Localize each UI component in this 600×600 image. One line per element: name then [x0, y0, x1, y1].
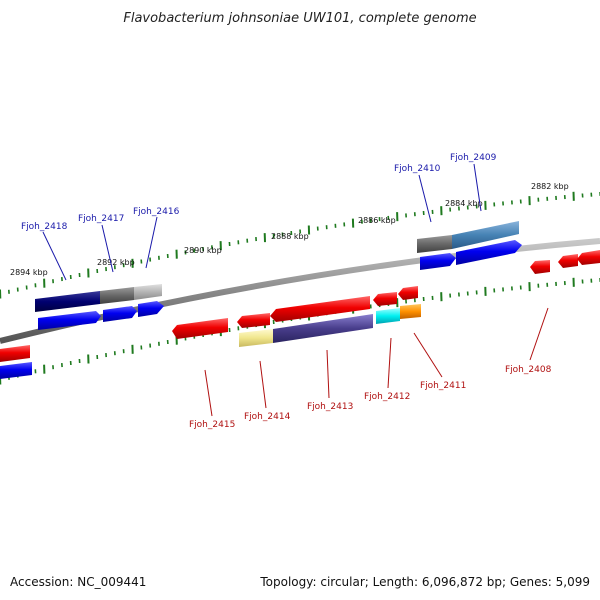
tick-label: 2894 kbp [10, 268, 48, 277]
cds-partial-left-forward[interactable] [0, 362, 32, 379]
tick-label: 2890 kbp [184, 246, 222, 255]
leader-lines-forward [42, 163, 482, 281]
gene-fjoh-2413-cog-bar[interactable] [273, 314, 373, 343]
cds-fjoh-2410[interactable] [420, 253, 456, 270]
gene-fjoh-2410-cog-bar[interactable] [417, 235, 452, 253]
gene-label-fjoh-2418[interactable]: Fjoh_2418 [21, 222, 68, 232]
genome-summary-label: Topology: circular; Length: 6,096,872 bp… [259, 575, 590, 589]
tick-label: 2888 kbp [271, 232, 309, 241]
cds-fjoh-2415[interactable] [172, 318, 228, 339]
cds-fjoh-2413[interactable] [270, 296, 370, 322]
cds-fjoh-2409[interactable] [456, 240, 522, 265]
cds-partial-right-reverse-1[interactable] [558, 254, 578, 268]
gene-fjoh-2414-cog-bar[interactable] [239, 329, 273, 347]
gene-fjoh-2409-cog-bar[interactable] [452, 221, 519, 249]
gene-label-fjoh-2411[interactable]: Fjoh_2411 [420, 381, 466, 391]
gene-label-fjoh-2408[interactable]: Fjoh_2408 [505, 365, 552, 375]
cds-fjoh-2414[interactable] [237, 313, 270, 328]
gene-label-fjoh-2413[interactable]: Fjoh_2413 [307, 402, 353, 412]
gene-label-fjoh-2415[interactable]: Fjoh_2415 [189, 420, 235, 430]
tick-label: 2892 kbp [97, 258, 135, 267]
cds-partial-left-reverse[interactable] [0, 345, 30, 362]
tick-track-outer [0, 191, 600, 299]
gene-fjoh-2417-cog-bar[interactable] [100, 287, 134, 304]
gene-label-fjoh-2414[interactable]: Fjoh_2414 [244, 412, 291, 422]
gene-label-fjoh-2412[interactable]: Fjoh_2412 [364, 392, 410, 402]
tick-label: 2882 kbp [531, 182, 569, 191]
leader-lines-reverse [204, 307, 549, 417]
cds-fjoh-2417[interactable] [103, 306, 137, 322]
cds-partial-right-reverse-2[interactable] [577, 250, 600, 265]
cds-fjoh-2418[interactable] [38, 311, 101, 330]
gene-label-fjoh-2410[interactable]: Fjoh_2410 [394, 164, 441, 174]
cds-fjoh-2408[interactable] [530, 260, 550, 274]
gene-label-fjoh-2416[interactable]: Fjoh_2416 [133, 207, 180, 217]
cds-fjoh-2412[interactable] [373, 292, 397, 306]
cds-fjoh-2411[interactable] [398, 286, 418, 300]
map-title: Flavobacterium johnsoniae UW101, complet… [123, 11, 476, 26]
gene-fjoh-2418-cog-bar[interactable] [35, 291, 100, 312]
gene-fjoh-2411-cog-bar[interactable] [400, 304, 421, 319]
gene-fjoh-2416-cog-bar[interactable] [134, 284, 162, 300]
accession-label: Accession: NC_009441 [10, 575, 146, 589]
gene-label-fjoh-2409[interactable]: Fjoh_2409 [450, 153, 497, 163]
tick-label: 2886 kbp [358, 216, 396, 225]
gene-label-fjoh-2417[interactable]: Fjoh_2417 [78, 214, 124, 224]
cds-fjoh-2416[interactable] [138, 301, 164, 317]
tick-label: 2884 kbp [445, 199, 483, 208]
gene-fjoh-2412-cog-bar[interactable] [376, 308, 400, 324]
